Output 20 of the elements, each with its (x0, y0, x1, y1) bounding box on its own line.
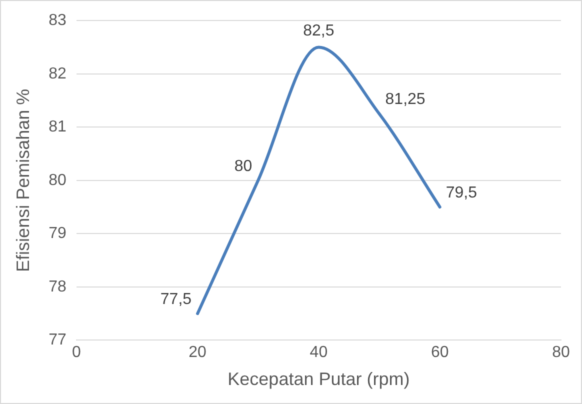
y-axis-title: Efisiensi Pemisahan % (12, 88, 33, 272)
line-series (196, 46, 442, 316)
y-tick-label: 82 (48, 65, 66, 82)
x-tick-label: 60 (430, 344, 449, 362)
y-tick-label: 83 (48, 12, 66, 30)
y-tick-label: 77 (48, 332, 66, 349)
x-tick-label: 20 (188, 344, 207, 362)
y-tick-label: 80 (48, 172, 66, 189)
data-label: 77,5 (160, 290, 192, 308)
x-tick-label: 80 (552, 344, 570, 362)
x-tick-label: 40 (310, 344, 328, 362)
data-label: 80 (234, 158, 252, 175)
x-axis-title: Kecepatan Putar (rpm) (228, 369, 410, 390)
y-tick-label: 79 (48, 225, 66, 242)
x-tick-label: 0 (72, 344, 81, 362)
data-label: 82,5 (303, 22, 334, 40)
data-label: 79,5 (446, 184, 478, 202)
y-tick-label: 78 (48, 278, 66, 296)
data-label: 81,25 (385, 91, 426, 108)
y-tick-label: 81 (48, 118, 66, 136)
